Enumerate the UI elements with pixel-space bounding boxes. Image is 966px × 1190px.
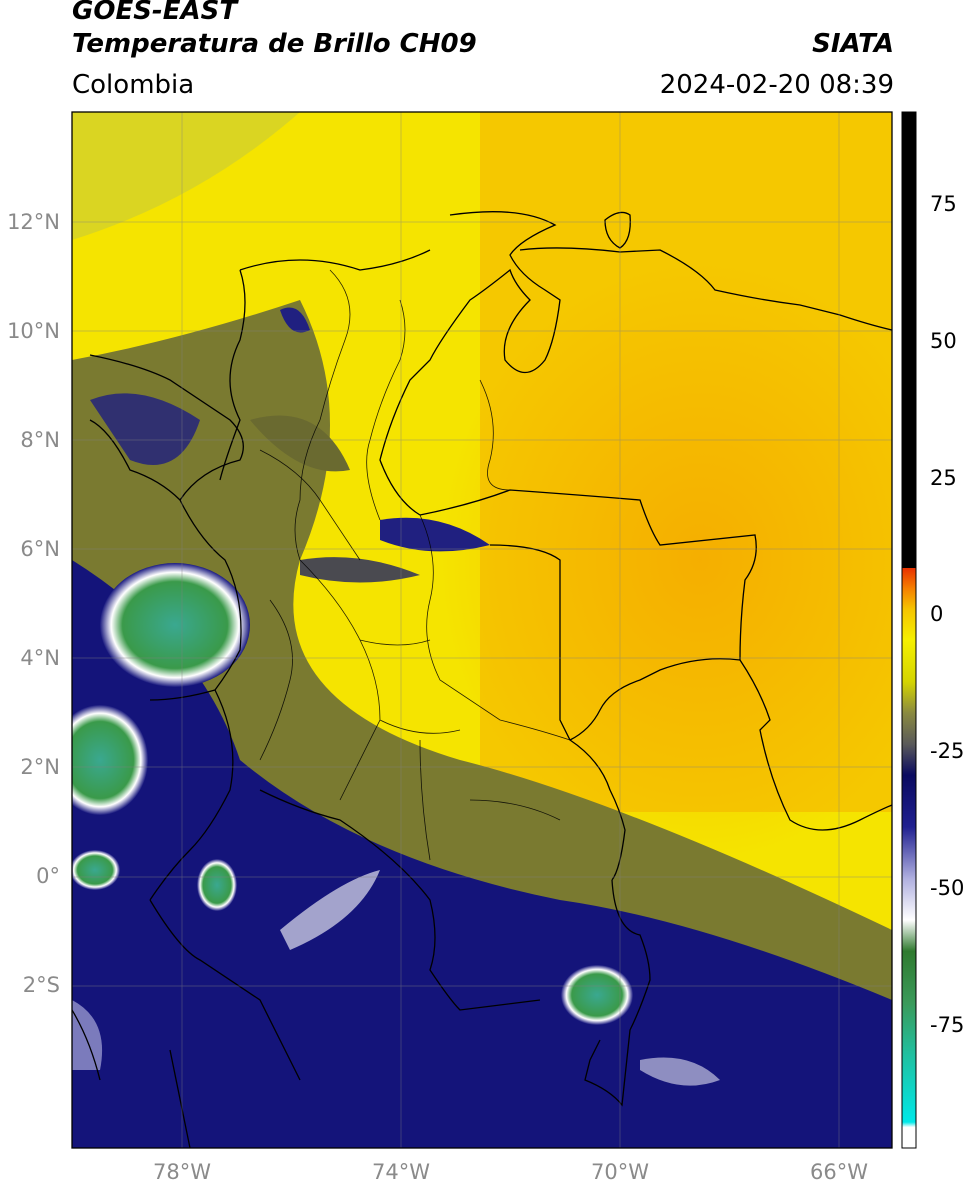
colorbar xyxy=(901,111,917,1149)
satellite-title: GOES-EAST xyxy=(72,0,238,26)
department-borders xyxy=(259,269,571,861)
colorbar-gradient xyxy=(902,112,916,1148)
colorbar-tick-0: 0 xyxy=(930,602,944,626)
lat-label-8n: 8°N xyxy=(20,428,60,452)
colorbar-tick-25: 25 xyxy=(930,466,957,490)
lat-label-12n: 12°N xyxy=(7,210,60,234)
lon-label-78w: 78°W xyxy=(153,1160,211,1184)
lat-label-4n: 4°N xyxy=(20,646,60,670)
lon-label-66w: 66°W xyxy=(810,1160,868,1184)
lat-label-10n: 10°N xyxy=(7,319,60,343)
lat-label-2s: 2°S xyxy=(22,973,60,997)
colorbar-tick-neg50: -50 xyxy=(930,876,965,900)
lat-lon-grid xyxy=(72,112,892,1148)
colorbar-tick-75: 75 xyxy=(930,192,957,216)
colorbar-tick-neg75: -75 xyxy=(930,1013,965,1037)
product-title: Temperatura de Brillo CH09 xyxy=(72,29,477,59)
lat-label-0: 0° xyxy=(36,864,60,888)
timestamp-label: 2024-02-20 08:39 xyxy=(659,70,894,100)
lon-label-70w: 70°W xyxy=(591,1160,649,1184)
lon-label-74w: 74°W xyxy=(372,1160,430,1184)
map-frame xyxy=(71,111,893,1149)
brightness-temperature-field xyxy=(72,112,892,1148)
colorbar-frame xyxy=(901,111,917,1149)
organization-label: SIATA xyxy=(812,29,894,59)
country-borders xyxy=(72,211,892,1148)
region-label: Colombia xyxy=(72,70,195,100)
colorbar-tick-neg25: -25 xyxy=(930,739,965,763)
colorbar-tick-50: 50 xyxy=(930,329,957,353)
lat-label-6n: 6°N xyxy=(20,537,60,561)
lat-label-2n: 2°N xyxy=(20,755,60,779)
